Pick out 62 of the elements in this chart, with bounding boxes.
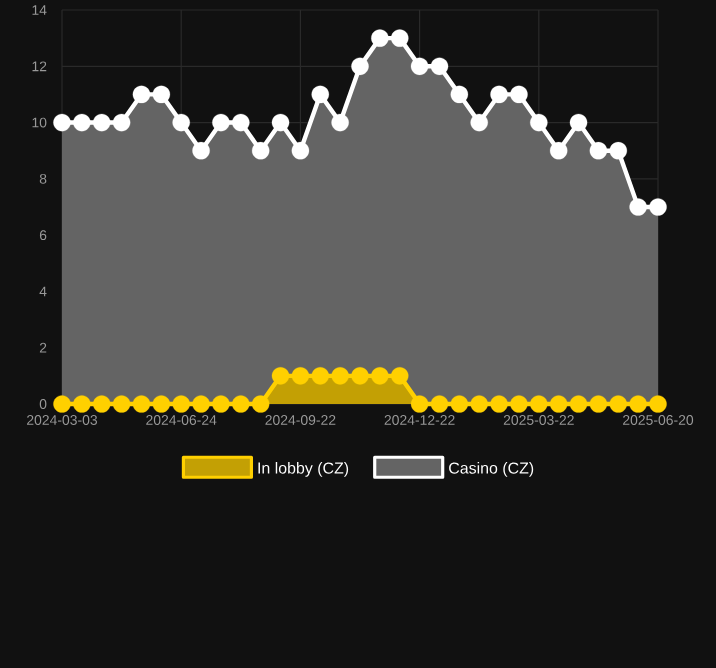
point: [450, 395, 469, 413]
point: [549, 141, 568, 160]
point: [212, 395, 230, 413]
point: [112, 113, 131, 132]
point: [649, 198, 667, 216]
point: [232, 113, 250, 132]
point: [530, 395, 548, 413]
point: [589, 395, 608, 413]
point: [589, 141, 608, 160]
point: [53, 395, 71, 413]
point: [391, 367, 409, 385]
point: [410, 57, 429, 75]
point: [212, 113, 230, 132]
point: [53, 113, 71, 132]
point: [351, 367, 369, 385]
point: [490, 85, 508, 104]
point: [371, 367, 389, 385]
point: [430, 57, 449, 75]
point: [271, 367, 290, 385]
point: [410, 395, 429, 413]
point: [629, 395, 647, 413]
point: [470, 113, 488, 132]
point: [192, 395, 210, 413]
point: [549, 395, 568, 413]
point: [192, 141, 210, 160]
point: [93, 395, 111, 413]
point: [311, 85, 329, 104]
point: [331, 367, 349, 385]
point: [629, 198, 647, 216]
point: [132, 85, 151, 104]
point: [291, 141, 310, 160]
point: [251, 395, 270, 413]
point: [172, 395, 190, 413]
point: [430, 395, 449, 413]
point: [132, 395, 151, 413]
point: [152, 85, 171, 104]
point: [172, 113, 190, 132]
point: [371, 29, 389, 47]
point: [331, 113, 349, 132]
point: [470, 395, 488, 413]
point: [232, 395, 250, 413]
point: [351, 57, 369, 75]
point: [450, 85, 469, 104]
point: [649, 395, 667, 413]
point: [510, 395, 528, 413]
point: [569, 395, 588, 413]
point: [291, 367, 310, 385]
point: [530, 113, 548, 132]
point: [112, 395, 131, 413]
point: [510, 85, 528, 104]
point: [73, 113, 91, 132]
point: [569, 113, 588, 132]
point: [311, 367, 329, 385]
point: [609, 395, 627, 413]
point: [391, 29, 409, 47]
point: [251, 141, 270, 160]
point: [271, 113, 290, 132]
point: [73, 395, 91, 413]
point: [93, 113, 111, 132]
point: [152, 395, 171, 413]
point: [609, 141, 627, 160]
point: [490, 395, 508, 413]
